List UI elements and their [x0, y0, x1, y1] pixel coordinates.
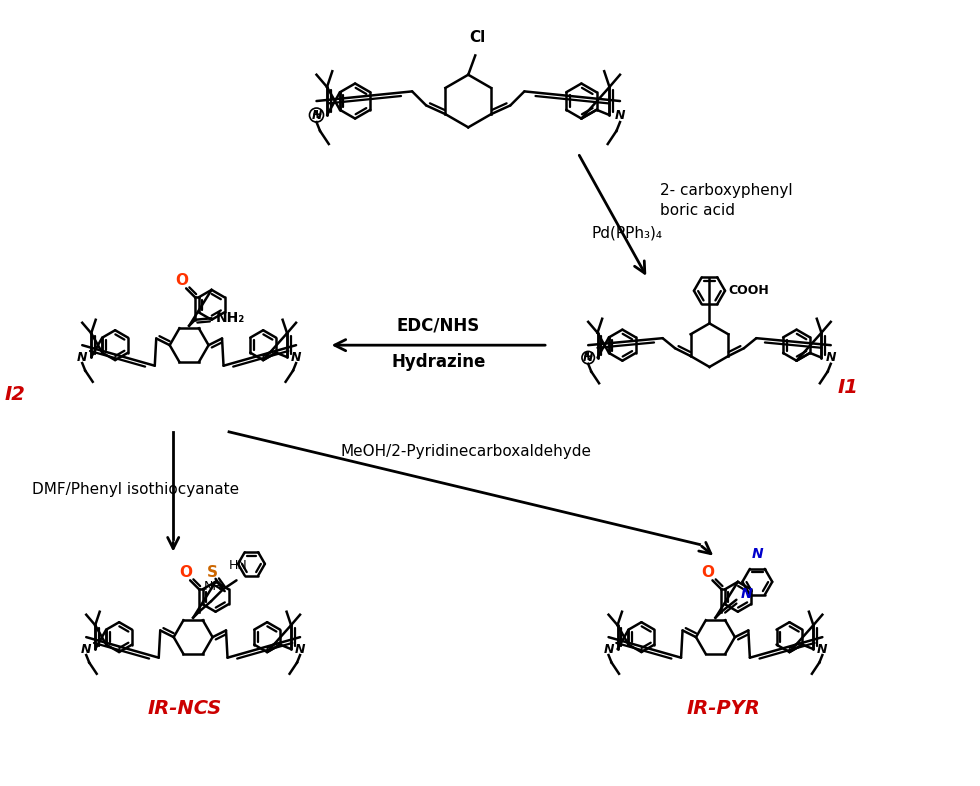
Text: N: N — [740, 587, 752, 601]
Text: I2: I2 — [4, 385, 25, 405]
Text: DMF/Phenyl isothiocyanate: DMF/Phenyl isothiocyanate — [31, 482, 239, 498]
Text: O: O — [179, 565, 192, 580]
Text: N: N — [583, 351, 594, 364]
Text: N: N — [77, 351, 87, 364]
Text: MeOH/2-Pyridinecarboxaldehyde: MeOH/2-Pyridinecarboxaldehyde — [341, 444, 592, 459]
Text: EDC/NHS: EDC/NHS — [397, 316, 480, 334]
Text: boric acid: boric acid — [660, 203, 735, 219]
Text: Cl: Cl — [469, 31, 485, 46]
Text: N: N — [604, 643, 613, 656]
Text: N: N — [752, 547, 763, 561]
Text: N: N — [312, 108, 321, 122]
Text: +: + — [312, 108, 321, 120]
Text: 2- carboxyphenyl: 2- carboxyphenyl — [660, 183, 792, 198]
Text: HN: HN — [229, 560, 248, 572]
Text: COOH: COOH — [728, 285, 769, 297]
Text: IR-NCS: IR-NCS — [148, 700, 222, 718]
Text: Pd(PPh₃)₄: Pd(PPh₃)₄ — [592, 225, 662, 240]
Text: N: N — [825, 351, 836, 364]
Text: N: N — [614, 108, 625, 122]
Text: N: N — [291, 351, 301, 364]
Text: +: + — [583, 350, 594, 363]
Text: O: O — [702, 565, 714, 580]
Text: NH₂: NH₂ — [216, 311, 245, 325]
Text: Hydrazine: Hydrazine — [391, 353, 485, 371]
Text: NH: NH — [204, 580, 222, 593]
Text: O: O — [175, 274, 188, 288]
Text: N: N — [817, 643, 828, 656]
Text: I1: I1 — [838, 378, 858, 398]
Text: S: S — [207, 565, 219, 580]
Text: IR-PYR: IR-PYR — [687, 700, 760, 718]
Text: N: N — [295, 643, 306, 656]
Text: N: N — [81, 643, 91, 656]
